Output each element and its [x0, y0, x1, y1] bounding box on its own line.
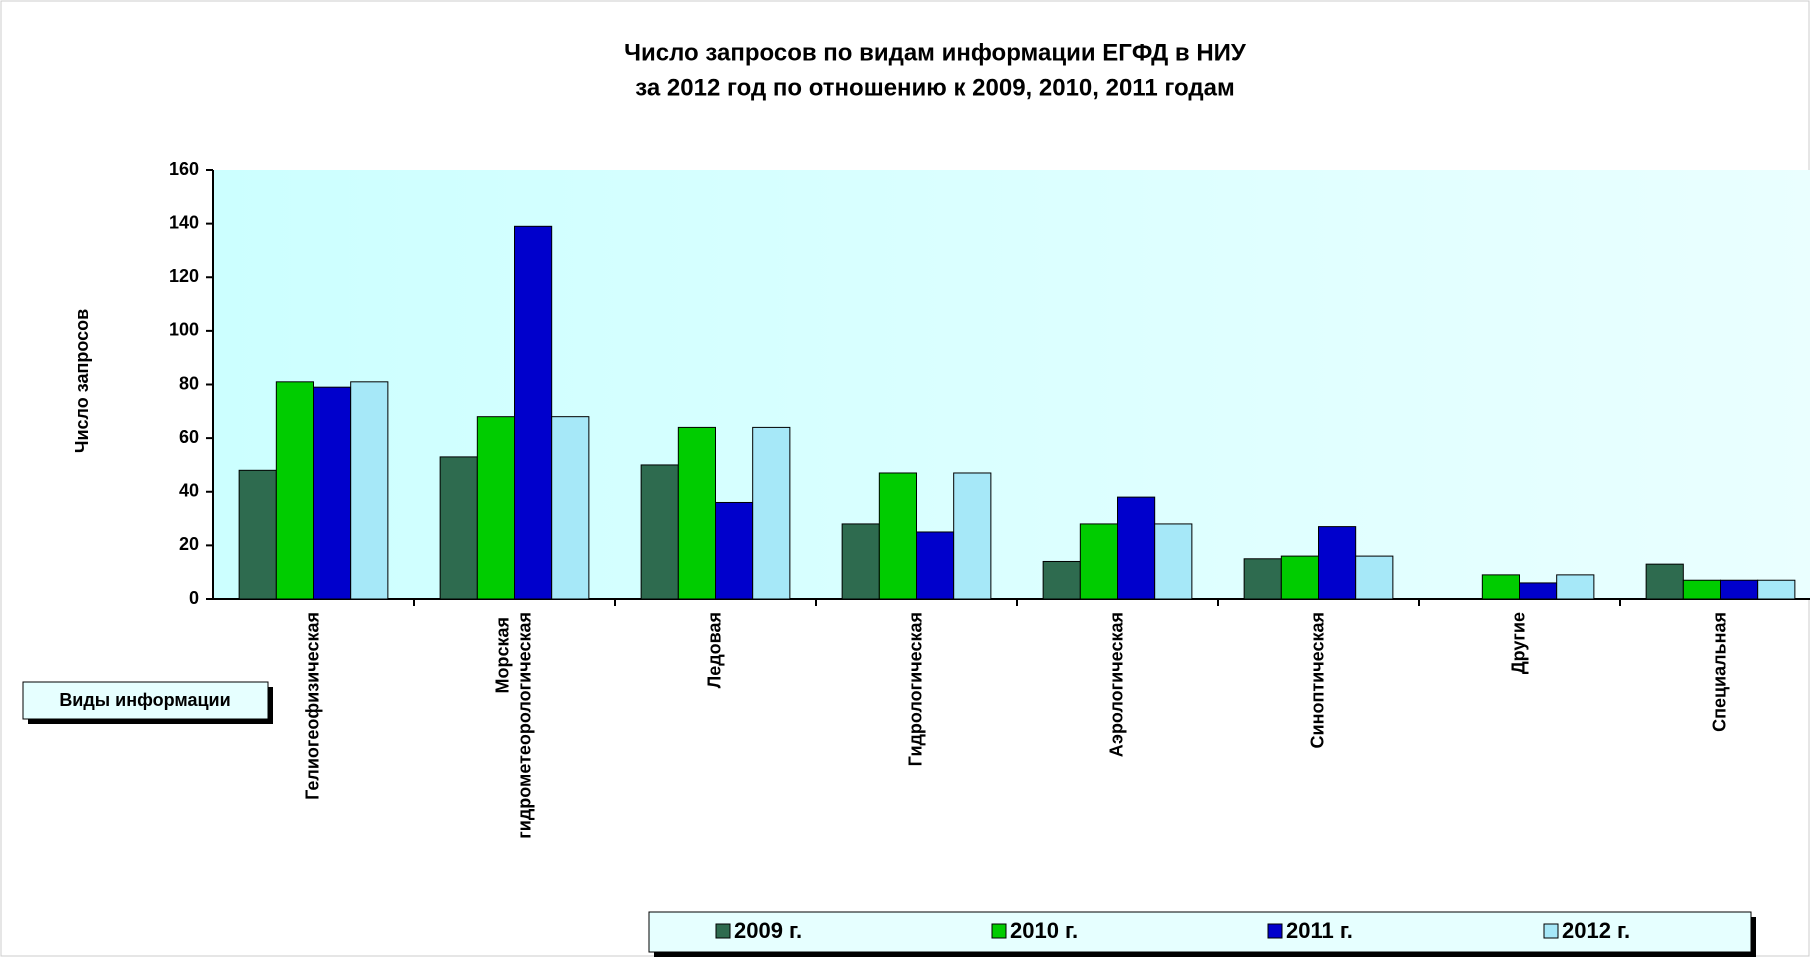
x-tick-label: Синоптическая	[1307, 612, 1327, 748]
bar	[439, 456, 478, 600]
y-tick-label: 40	[179, 481, 199, 501]
legend-swatch	[991, 923, 1007, 939]
x-tick-label: Морская гидрометеорологическая	[492, 612, 534, 839]
x-tick-label: Гидрологическая	[905, 612, 925, 766]
bar	[1117, 496, 1156, 600]
x-tick-label: Ледовая	[704, 612, 724, 688]
x-tick-label: Специальная	[1709, 612, 1729, 732]
y-tick-label: 20	[179, 534, 199, 554]
legend-swatch	[1543, 923, 1559, 939]
bar	[275, 381, 315, 600]
y-tick-label: 60	[179, 427, 199, 447]
x-tick-label: Гелиогеофизическая	[302, 612, 322, 800]
bar	[1280, 555, 1319, 600]
chart-subtitle: за 2012 год по отношению к 2009, 2010, 2…	[635, 74, 1234, 101]
bar	[1355, 555, 1394, 600]
bar	[514, 225, 553, 600]
y-tick-label: 100	[169, 320, 199, 340]
bar	[640, 464, 679, 600]
bar	[1720, 579, 1759, 600]
bar	[1519, 582, 1558, 600]
bar	[1154, 523, 1193, 600]
bar	[1757, 579, 1796, 600]
bar	[551, 416, 590, 600]
y-tick-label: 0	[189, 588, 199, 608]
bar	[313, 386, 352, 600]
legend-label: 2009 г.	[734, 918, 802, 943]
bar	[953, 472, 992, 600]
bar	[350, 381, 389, 600]
chart-title: Число запросов по видам информации ЕГФД …	[624, 39, 1247, 66]
bar	[878, 472, 918, 600]
x-axis-label: Виды информации	[59, 690, 230, 710]
x-label-box	[22, 681, 269, 720]
bar	[1079, 523, 1118, 600]
legend-label: 2011 г.	[1286, 918, 1353, 943]
legend-label: 2010 г.	[1010, 918, 1078, 943]
x-tick-label: Другие	[1508, 612, 1528, 674]
bar	[1318, 526, 1357, 600]
bar	[841, 523, 880, 600]
bar	[1243, 558, 1282, 600]
bar	[238, 469, 277, 600]
legend	[648, 911, 1752, 953]
y-tick-label: 160	[169, 159, 199, 179]
bar	[1682, 579, 1721, 600]
label-line: Морская	[492, 612, 512, 694]
bar	[715, 501, 754, 600]
y-tick-label: 120	[169, 266, 199, 286]
y-tick-label: 140	[169, 212, 199, 232]
bar	[916, 531, 955, 600]
bar	[752, 426, 791, 600]
legend-label: 2012 г.	[1562, 918, 1630, 943]
label-line: гидрометеорологическая	[514, 612, 534, 839]
bar	[1481, 574, 1520, 600]
x-tick-label: Аэрологическая	[1106, 612, 1126, 757]
bar	[1042, 560, 1081, 600]
bar	[677, 426, 717, 600]
legend-swatch	[1267, 923, 1283, 939]
legend-swatch	[715, 923, 731, 939]
bar	[1556, 574, 1595, 600]
y-axis-label: Число запросов	[72, 309, 92, 453]
bar	[1645, 563, 1684, 600]
y-tick-label: 80	[179, 373, 199, 393]
bar	[476, 416, 516, 600]
